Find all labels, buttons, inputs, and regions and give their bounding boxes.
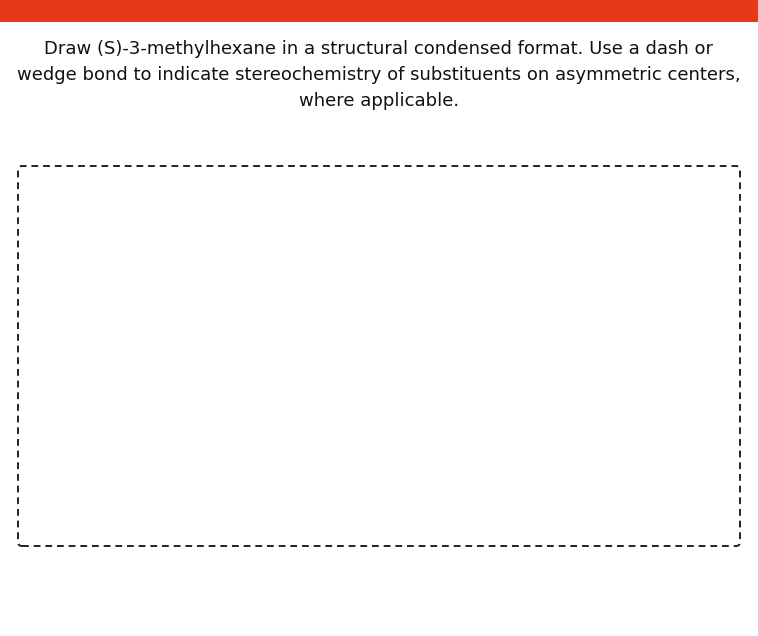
Bar (0, 0, 758, 22)
Text: Select to Draw: Select to Draw (325, 349, 433, 364)
FancyBboxPatch shape (18, 166, 740, 546)
Text: Draw (S)-3-methylhexane in a structural condensed format. Use a dash or
wedge bo: Draw (S)-3-methylhexane in a structural … (17, 40, 741, 109)
